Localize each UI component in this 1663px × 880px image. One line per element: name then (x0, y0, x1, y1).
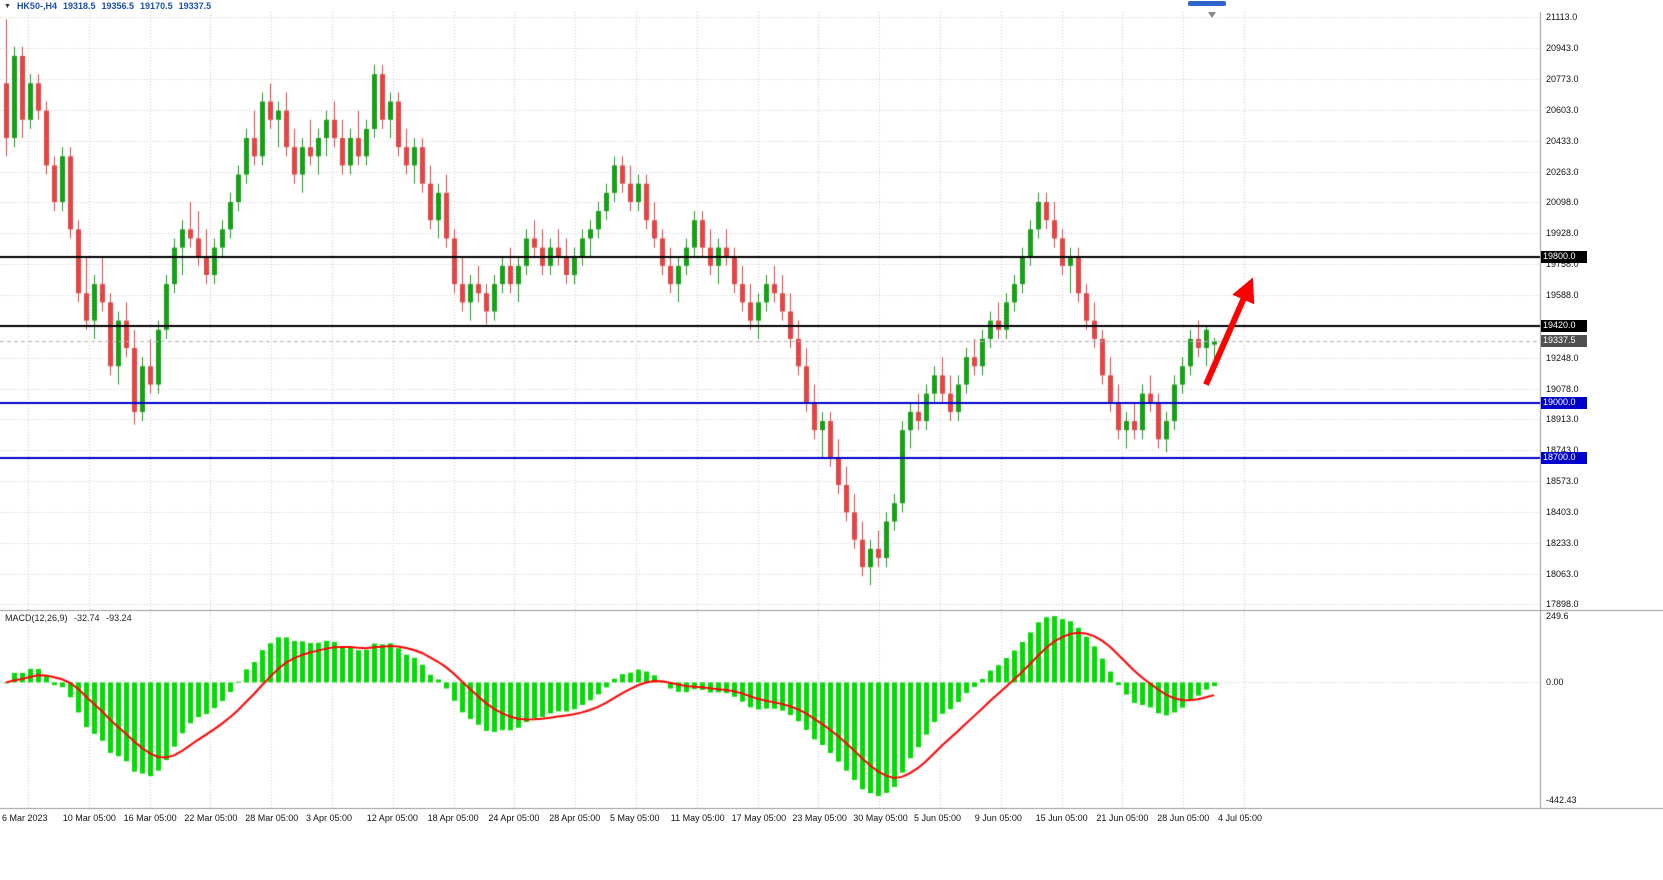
ohlc-open: 19318.5 (62, 1, 96, 11)
price-tick-label: 20433.0 (1546, 136, 1579, 147)
price-tick-label: 18913.0 (1546, 413, 1579, 424)
price-tick-label: 19588.0 (1546, 290, 1579, 301)
macd-indicator-label: MACD(12,26,9) -32.74 -93.24 (5, 613, 136, 623)
time-tick-label: 3 Apr 05:00 (306, 813, 353, 823)
symbol-timeframe: HK50-,H4 (16, 1, 57, 11)
time-tick-label: 18 Apr 05:00 (427, 813, 479, 823)
price-tick-label: 17898.0 (1546, 599, 1579, 609)
price-tick-label: 19248.0 (1546, 352, 1579, 363)
price-tick-label: 18743.0 (1546, 444, 1579, 455)
ohlc-close: 19337.5 (178, 1, 212, 11)
macd-main-value: -32.74 (74, 613, 100, 623)
macd-signal-value: -93.24 (106, 613, 132, 623)
time-tick-label: 24 Apr 05:00 (488, 813, 540, 823)
price-tick-label: 18063.0 (1546, 568, 1579, 579)
time-tick-label: 22 Mar 05:00 (184, 813, 238, 823)
time-tick-label: 11 May 05:00 (670, 813, 725, 823)
horizontal-scrollbar-thumb[interactable] (1188, 1, 1226, 6)
time-tick-label: 9 Jun 05:00 (974, 813, 1022, 823)
chart-shift-marker-icon[interactable] (1208, 12, 1216, 18)
time-tick-label: 5 May 05:00 (610, 813, 660, 823)
macd-tick-label: -442.43 (1546, 795, 1577, 806)
price-axis[interactable]: 21113.0 20943.0 20773.0 20603.0 20433.0 20263… (1540, 0, 1663, 880)
price-tick-label: 20098.0 (1546, 197, 1579, 208)
chart-symbol-icon: ▼ (4, 2, 11, 10)
price-tick-label: 21113.0 (1546, 12, 1578, 22)
price-tick-label: 18403.0 (1546, 506, 1579, 517)
resistance-19420-label[interactable]: 19420.0 (1541, 320, 1587, 333)
time-tick-label: 12 Apr 05:00 (366, 813, 418, 823)
price-tick-label: 19758.0 (1546, 259, 1579, 270)
price-tick-label: 18233.0 (1546, 537, 1579, 548)
time-tick-label: 17 May 05:00 (731, 813, 787, 823)
ohlc-low: 19170.5 (140, 1, 173, 11)
time-tick-label: 6 Mar 2023 (2, 813, 48, 823)
macd-title: MACD(12,26,9) (5, 613, 68, 623)
price-tick-label: 19928.0 (1546, 228, 1579, 239)
time-axis[interactable]: 6 Mar 2023 10 Mar 05:00 16 Mar 05:00 22 Mar… (0, 808, 1663, 834)
time-tick-label: 28 Mar 05:00 (245, 813, 299, 823)
current-price-label[interactable]: 19337.5 (1541, 335, 1587, 348)
time-tick-label: 4 Jul 05:00 (1218, 813, 1263, 823)
time-tick-label: 15 Jun 05:00 (1035, 813, 1088, 823)
time-tick-label: 30 May 05:00 (853, 813, 908, 823)
chart-ohlc-header: ▼ HK50-,H4 19318.5 19356.5 19170.5 19337… (4, 1, 218, 11)
price-tick-label: 18573.0 (1546, 475, 1579, 486)
time-tick-label: 16 Mar 05:00 (123, 813, 177, 823)
resistance-19800-label[interactable]: 19800.0 (1541, 250, 1587, 263)
price-tick-label: 20943.0 (1546, 43, 1579, 54)
time-tick-label: 28 Jun 05:00 (1157, 813, 1210, 823)
support-18700-label[interactable]: 18700.0 (1541, 451, 1587, 464)
support-19000-label[interactable]: 19000.0 (1541, 396, 1587, 409)
time-tick-label: 23 May 05:00 (792, 813, 847, 823)
time-tick-label: 5 Jun 05:00 (914, 813, 962, 823)
time-tick-label: 21 Jun 05:00 (1096, 813, 1149, 823)
price-tick-label: 20263.0 (1546, 167, 1579, 178)
price-tick-label: 20603.0 (1546, 105, 1579, 116)
macd-tick-label: 0.00 (1546, 677, 1564, 688)
price-tick-label: 19078.0 (1546, 383, 1579, 394)
price-tick-label: 20773.0 (1546, 74, 1579, 85)
ohlc-high: 19356.5 (101, 1, 135, 11)
time-tick-label: 10 Mar 05:00 (62, 813, 116, 823)
time-tick-label: 28 Apr 05:00 (549, 813, 601, 823)
macd-tick-label: 249.6 (1546, 611, 1569, 622)
